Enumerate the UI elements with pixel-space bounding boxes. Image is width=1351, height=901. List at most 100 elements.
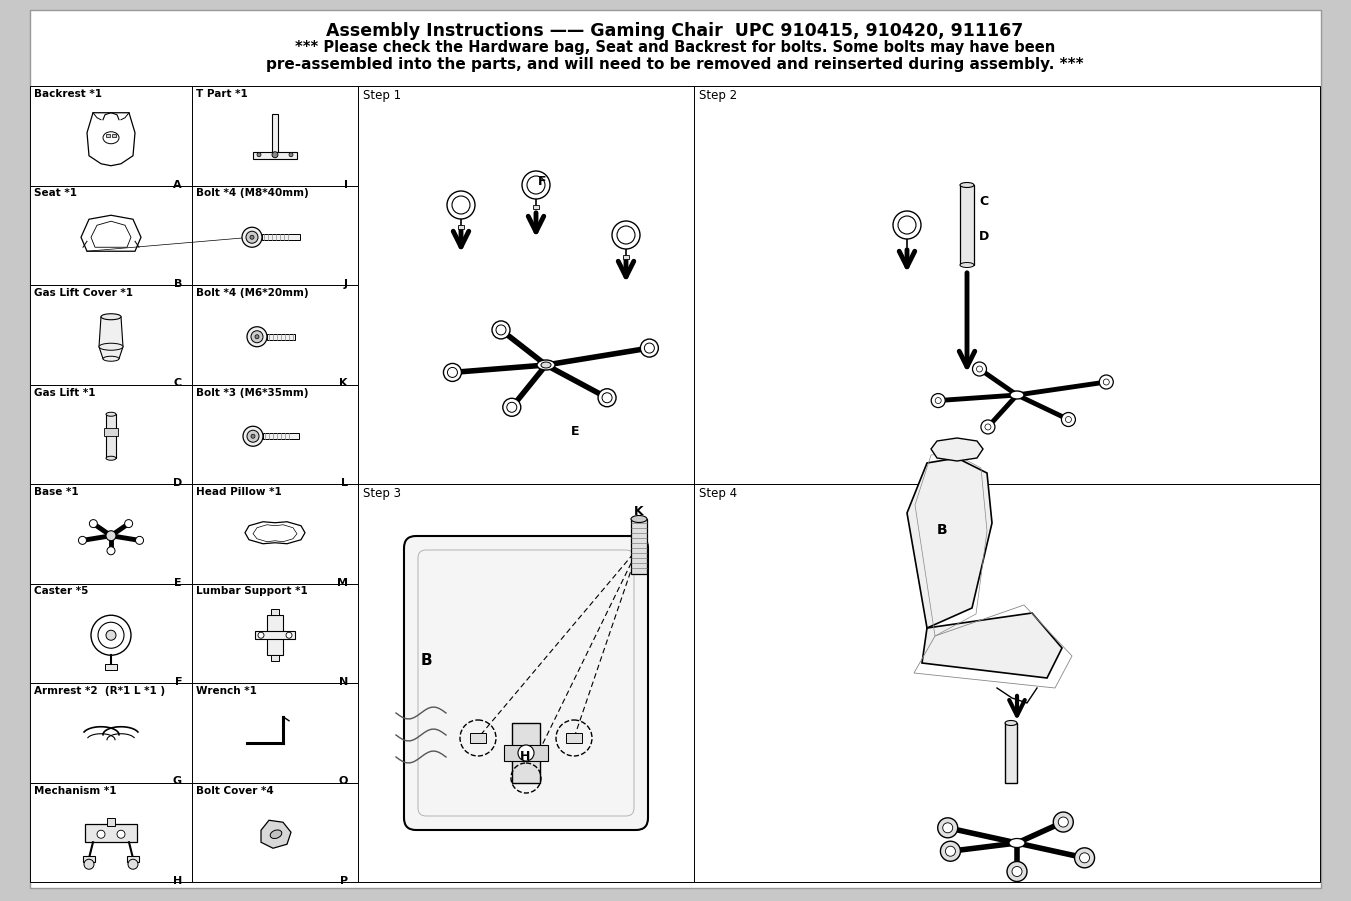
Polygon shape bbox=[907, 458, 992, 628]
Bar bbox=[255, 632, 295, 639]
Circle shape bbox=[105, 531, 116, 541]
Circle shape bbox=[981, 420, 994, 434]
Text: F: F bbox=[174, 677, 182, 687]
Bar bbox=[192, 683, 358, 782]
Circle shape bbox=[496, 325, 507, 335]
Bar bbox=[358, 484, 694, 882]
Bar bbox=[267, 615, 282, 655]
Text: N: N bbox=[339, 677, 349, 687]
Ellipse shape bbox=[1005, 721, 1017, 725]
Circle shape bbox=[242, 227, 262, 247]
Bar bbox=[267, 333, 295, 340]
Polygon shape bbox=[99, 317, 123, 359]
Text: O: O bbox=[339, 777, 349, 787]
Text: A: A bbox=[173, 179, 182, 189]
Circle shape bbox=[1058, 817, 1069, 827]
Circle shape bbox=[973, 362, 986, 376]
Bar bbox=[1005, 723, 1017, 783]
Circle shape bbox=[503, 398, 520, 416]
Bar bbox=[105, 414, 116, 459]
Circle shape bbox=[443, 363, 462, 381]
Text: D: D bbox=[173, 478, 182, 488]
Circle shape bbox=[124, 520, 132, 528]
Circle shape bbox=[250, 235, 254, 240]
Circle shape bbox=[251, 434, 255, 438]
Bar bbox=[470, 733, 486, 743]
Ellipse shape bbox=[1009, 839, 1025, 848]
Bar bbox=[30, 683, 192, 782]
Bar bbox=[631, 519, 647, 574]
Text: K: K bbox=[634, 505, 643, 518]
Bar bbox=[961, 185, 974, 265]
Text: Bolt *3 (M6*35mm): Bolt *3 (M6*35mm) bbox=[196, 387, 308, 397]
Circle shape bbox=[1079, 853, 1089, 863]
Bar bbox=[358, 86, 694, 484]
Circle shape bbox=[105, 630, 116, 641]
Circle shape bbox=[243, 426, 263, 446]
Bar bbox=[30, 385, 192, 484]
Circle shape bbox=[507, 402, 517, 413]
Ellipse shape bbox=[536, 360, 555, 370]
Circle shape bbox=[91, 615, 131, 655]
Bar bbox=[30, 285, 192, 385]
Circle shape bbox=[255, 335, 259, 339]
Text: Head Pillow *1: Head Pillow *1 bbox=[196, 487, 282, 497]
Text: Step 3: Step 3 bbox=[363, 487, 401, 500]
Bar bbox=[107, 818, 115, 826]
Circle shape bbox=[78, 536, 86, 544]
Bar bbox=[85, 824, 136, 842]
Text: Seat *1: Seat *1 bbox=[34, 188, 77, 198]
Bar bbox=[105, 664, 118, 670]
Text: pre-assembled into the parts, and will need to be removed and reinserted during : pre-assembled into the parts, and will n… bbox=[266, 57, 1084, 72]
Text: Bolt Cover *4: Bolt Cover *4 bbox=[196, 786, 274, 796]
Bar bbox=[192, 782, 358, 882]
Ellipse shape bbox=[961, 183, 974, 187]
Circle shape bbox=[89, 520, 97, 528]
Ellipse shape bbox=[103, 132, 119, 144]
Ellipse shape bbox=[961, 262, 974, 268]
Text: Caster *5: Caster *5 bbox=[34, 587, 88, 596]
Text: M: M bbox=[336, 578, 349, 587]
Circle shape bbox=[898, 216, 916, 234]
Circle shape bbox=[128, 860, 138, 869]
Circle shape bbox=[247, 327, 267, 347]
Text: Assembly Instructions —— Gaming Chair  UPC 910415, 910420, 911167: Assembly Instructions —— Gaming Chair UP… bbox=[327, 22, 1024, 40]
Ellipse shape bbox=[631, 515, 647, 523]
Circle shape bbox=[246, 232, 258, 243]
Ellipse shape bbox=[105, 413, 116, 416]
Bar bbox=[694, 86, 1320, 484]
Text: Wrench *1: Wrench *1 bbox=[196, 686, 257, 696]
Circle shape bbox=[985, 424, 990, 430]
Polygon shape bbox=[261, 820, 290, 848]
Circle shape bbox=[247, 431, 259, 442]
Bar bbox=[534, 205, 539, 209]
Circle shape bbox=[521, 171, 550, 199]
Text: J: J bbox=[345, 279, 349, 289]
Circle shape bbox=[640, 339, 658, 357]
Text: L: L bbox=[340, 478, 349, 488]
Circle shape bbox=[447, 368, 458, 378]
Text: B: B bbox=[174, 279, 182, 289]
Bar bbox=[30, 484, 192, 584]
Circle shape bbox=[107, 547, 115, 555]
Circle shape bbox=[1104, 379, 1109, 385]
Text: C: C bbox=[174, 378, 182, 388]
Circle shape bbox=[893, 211, 921, 239]
Text: *** Please check the Hardware bag, Seat and Backrest for bolts. Some bolts may h: *** Please check the Hardware bag, Seat … bbox=[295, 40, 1055, 55]
Bar bbox=[127, 856, 139, 862]
Ellipse shape bbox=[540, 362, 551, 368]
Text: Bolt *4 (M6*20mm): Bolt *4 (M6*20mm) bbox=[196, 288, 308, 298]
Text: F: F bbox=[538, 175, 547, 188]
Bar bbox=[192, 385, 358, 484]
Text: K: K bbox=[339, 378, 349, 388]
Bar bbox=[253, 151, 297, 159]
Ellipse shape bbox=[1011, 391, 1024, 399]
Bar bbox=[82, 856, 95, 862]
Circle shape bbox=[946, 846, 955, 856]
Bar bbox=[566, 733, 582, 743]
Circle shape bbox=[118, 830, 126, 838]
Circle shape bbox=[517, 745, 534, 761]
Bar bbox=[30, 186, 192, 285]
Circle shape bbox=[492, 321, 509, 339]
Circle shape bbox=[84, 860, 95, 869]
